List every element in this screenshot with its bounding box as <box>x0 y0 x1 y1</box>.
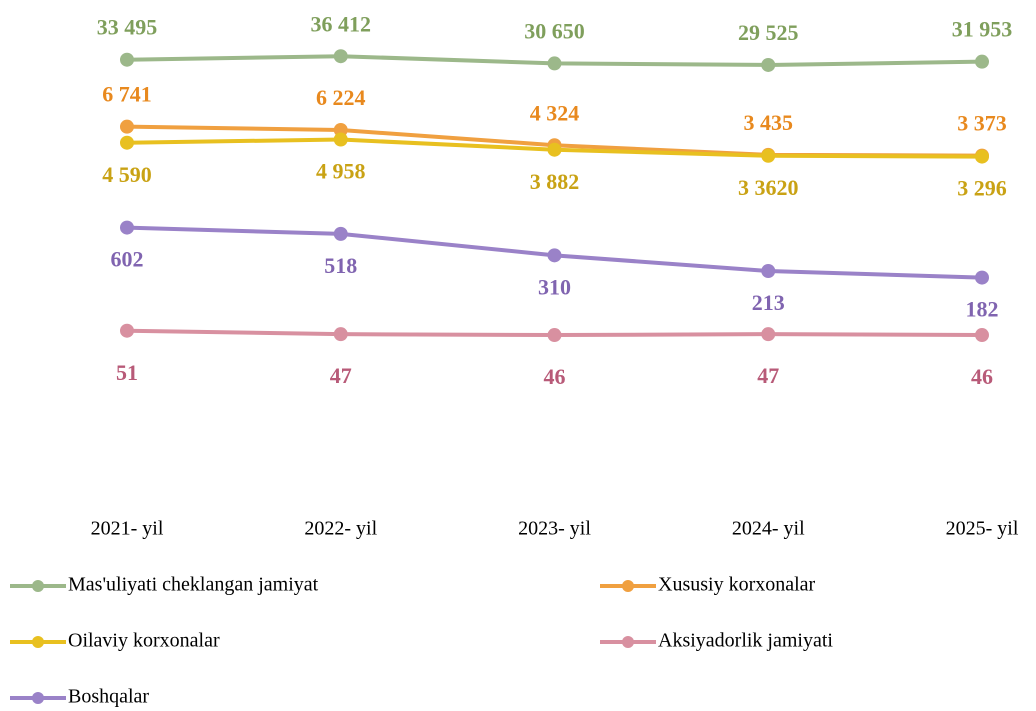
legend-marker <box>32 636 44 648</box>
legend-label: Xususiy korxonalar <box>658 574 816 596</box>
data-point <box>975 328 989 343</box>
data-point <box>761 327 776 342</box>
legend-marker <box>32 692 44 704</box>
x-tick-label: 2021- yil <box>91 518 164 540</box>
data-point <box>547 56 562 71</box>
legend-label: Mas'uliyati cheklangan jamiyat <box>68 574 319 596</box>
data-point <box>120 135 134 150</box>
data-label: 3 373 <box>957 111 1007 136</box>
data-point <box>761 57 776 72</box>
data-point <box>547 142 562 157</box>
legend-label: Boshqalar <box>68 686 149 708</box>
data-point <box>761 264 776 279</box>
data-label: 4 324 <box>530 100 580 125</box>
data-label: 33 495 <box>97 15 158 40</box>
legend-marker <box>622 636 634 648</box>
data-label: 3 882 <box>530 169 580 194</box>
data-point <box>975 54 989 69</box>
data-point <box>120 52 134 67</box>
legend-marker <box>32 580 44 592</box>
data-label: 30 650 <box>524 18 585 43</box>
data-label: 36 412 <box>311 11 372 36</box>
data-label: 518 <box>324 253 357 278</box>
data-point <box>333 226 348 241</box>
data-label: 182 <box>966 297 999 322</box>
data-label: 6 224 <box>316 85 366 110</box>
data-point <box>333 327 348 342</box>
data-point <box>333 132 348 147</box>
data-label: 31 953 <box>952 17 1013 42</box>
data-label: 4 958 <box>316 159 366 184</box>
data-label: 4 590 <box>102 162 152 187</box>
data-label: 602 <box>111 247 144 272</box>
data-label: 29 525 <box>738 20 799 45</box>
data-label: 6 741 <box>102 82 152 107</box>
data-point <box>761 148 776 163</box>
data-label: 310 <box>538 274 571 299</box>
data-label: 46 <box>971 364 993 389</box>
x-tick-label: 2023- yil <box>518 518 591 540</box>
data-point <box>975 270 989 285</box>
data-point <box>120 220 134 235</box>
data-point <box>120 119 134 134</box>
data-label: 46 <box>544 364 566 389</box>
data-label: 51 <box>116 360 138 385</box>
x-tick-label: 2025- yil <box>946 518 1019 540</box>
data-point <box>547 328 562 343</box>
data-label: 3 435 <box>744 110 794 135</box>
data-label: 47 <box>330 363 352 388</box>
legend-label: Oilaviy korxonalar <box>68 630 220 652</box>
x-tick-label: 2022- yil <box>304 518 377 540</box>
data-label: 3 3620 <box>738 175 799 200</box>
x-tick-label: 2024- yil <box>732 518 805 540</box>
data-label: 3 296 <box>957 176 1007 201</box>
legend-marker <box>622 580 634 592</box>
data-label: 213 <box>752 290 785 315</box>
legend-label: Aksiyadorlik jamiyati <box>658 630 833 652</box>
data-label: 47 <box>757 363 779 388</box>
data-point <box>333 49 348 64</box>
data-point <box>975 149 989 164</box>
data-point <box>547 248 562 263</box>
data-point <box>120 323 134 338</box>
